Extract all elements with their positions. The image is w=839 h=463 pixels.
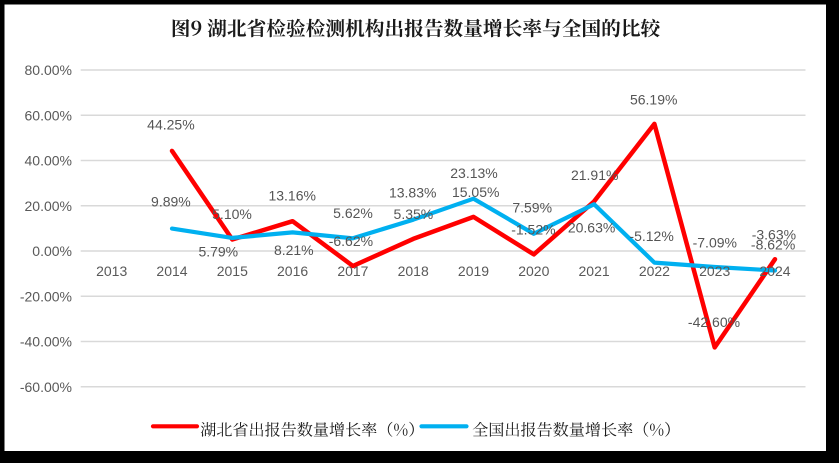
- svg-text:2024: 2024: [759, 263, 790, 279]
- svg-text:-60.00%: -60.00%: [20, 379, 72, 395]
- svg-text:-20.00%: -20.00%: [20, 288, 72, 304]
- svg-text:2019: 2019: [458, 263, 489, 279]
- svg-text:20.63%: 20.63%: [568, 220, 615, 236]
- svg-text:13.16%: 13.16%: [268, 188, 315, 204]
- svg-text:-1.52%: -1.52%: [511, 222, 555, 238]
- svg-text:44.25%: 44.25%: [147, 117, 194, 133]
- svg-text:2017: 2017: [337, 263, 368, 279]
- svg-text:8.21%: 8.21%: [274, 242, 314, 258]
- svg-text:-3.63%: -3.63%: [752, 226, 796, 242]
- svg-text:15.05%: 15.05%: [452, 184, 499, 200]
- svg-text:60.00%: 60.00%: [25, 107, 72, 123]
- svg-text:23.13%: 23.13%: [450, 165, 497, 181]
- svg-text:2018: 2018: [398, 263, 429, 279]
- svg-text:-40.00%: -40.00%: [20, 334, 72, 350]
- svg-text:5.10%: 5.10%: [212, 206, 252, 222]
- svg-text:2020: 2020: [518, 263, 549, 279]
- svg-text:-5.12%: -5.12%: [629, 228, 673, 244]
- svg-text:2022: 2022: [639, 263, 670, 279]
- svg-text:56.19%: 56.19%: [630, 91, 677, 107]
- svg-text:0.00%: 0.00%: [32, 243, 72, 259]
- svg-text:-42.60%: -42.60%: [688, 314, 740, 330]
- svg-text:2021: 2021: [579, 263, 610, 279]
- svg-text:21.91%: 21.91%: [571, 167, 618, 183]
- svg-text:20.00%: 20.00%: [25, 198, 72, 214]
- svg-text:13.83%: 13.83%: [389, 185, 436, 201]
- svg-text:80.00%: 80.00%: [25, 62, 72, 78]
- svg-text:-6.62%: -6.62%: [329, 233, 373, 249]
- svg-text:9.89%: 9.89%: [151, 194, 191, 210]
- svg-text:2013: 2013: [96, 263, 127, 279]
- svg-text:2023: 2023: [699, 263, 730, 279]
- svg-text:40.00%: 40.00%: [25, 153, 72, 169]
- svg-text:2014: 2014: [156, 263, 187, 279]
- svg-text:5.35%: 5.35%: [394, 206, 434, 222]
- svg-text:-8.62%: -8.62%: [751, 236, 795, 252]
- svg-text:2015: 2015: [217, 263, 248, 279]
- svg-text:2016: 2016: [277, 263, 308, 279]
- svg-text:5.62%: 5.62%: [333, 205, 373, 221]
- svg-text:5.79%: 5.79%: [198, 243, 238, 259]
- svg-text:7.59%: 7.59%: [512, 200, 552, 216]
- svg-text:-7.09%: -7.09%: [693, 235, 737, 251]
